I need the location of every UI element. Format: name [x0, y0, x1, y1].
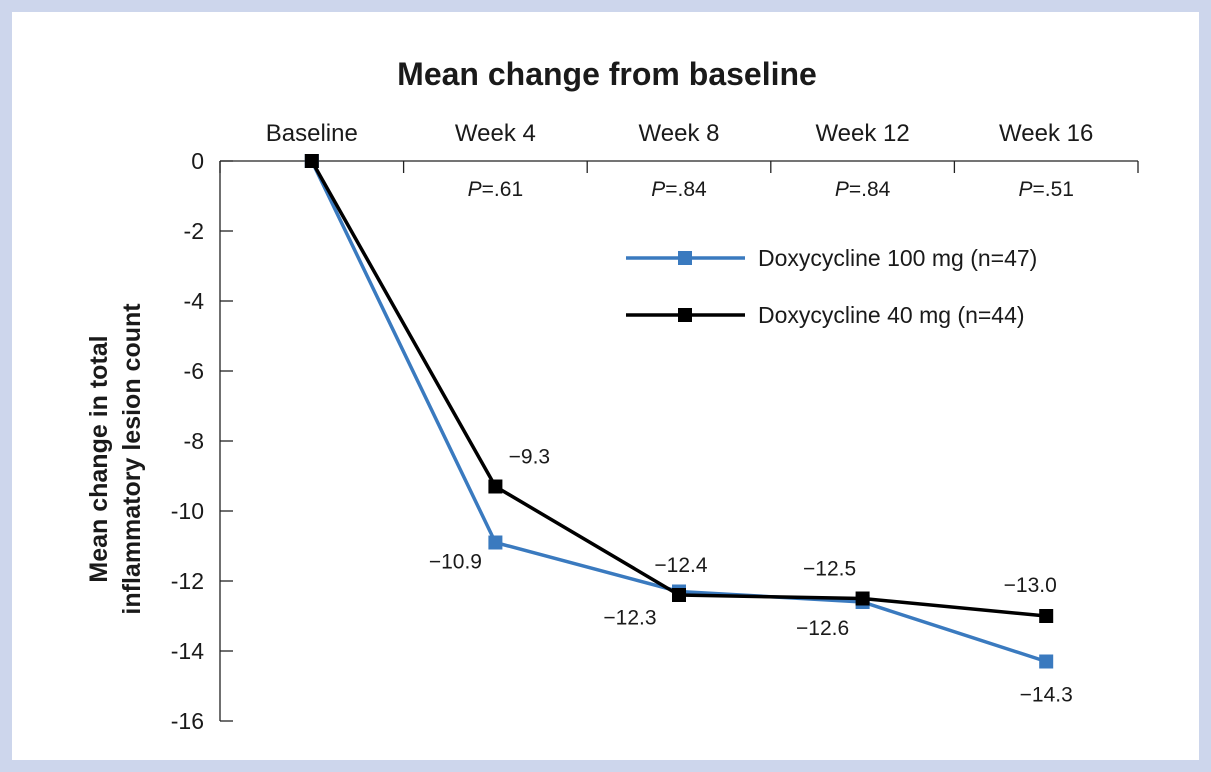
p-value-label: P=.84 — [835, 178, 891, 201]
series-lines — [304, 154, 1054, 669]
p-value-symbol: P — [1018, 178, 1032, 201]
data-point-marker — [855, 591, 870, 606]
data-label: −12.5 — [803, 558, 856, 581]
p-value-labels: P=.61 P=.84 P=.84 P=.51 — [468, 178, 1074, 201]
p-value-number: =.51 — [1032, 178, 1073, 201]
y-tick-label: -8 — [184, 428, 204, 454]
data-label: −14.3 — [1020, 684, 1073, 707]
p-value-label: P=.84 — [651, 178, 707, 201]
legend-marker — [678, 308, 692, 322]
line-chart: Mean change from baseline Mean change in… — [85, 56, 1139, 734]
data-label: −12.4 — [654, 554, 707, 577]
chart-title: Mean change from baseline — [397, 56, 817, 92]
data-label: −10.9 — [429, 551, 482, 574]
legend: Doxycycline 100 mg (n=47) Doxycycline 40 … — [626, 245, 1037, 328]
legend-marker — [678, 251, 692, 265]
p-value-symbol: P — [468, 178, 482, 201]
x-category-label: Week 16 — [999, 120, 1093, 147]
y-tick-label: -16 — [171, 708, 204, 734]
x-category-label: Baseline — [266, 120, 358, 147]
data-point-marker — [488, 479, 503, 494]
p-value-label: P=.51 — [1018, 178, 1073, 201]
legend-label: Doxycycline 40 mg (n=44) — [758, 302, 1025, 328]
p-value-symbol: P — [835, 178, 849, 201]
legend-label: Doxycycline 100 mg (n=47) — [758, 245, 1037, 271]
data-label: −9.3 — [509, 446, 550, 469]
y-tick-label: -12 — [171, 568, 204, 594]
data-point-marker — [1039, 654, 1054, 669]
y-tick-label: 0 — [191, 148, 204, 174]
y-tick-label: -6 — [184, 358, 204, 384]
p-value-number: =.84 — [849, 178, 891, 201]
axes: 0 -2 -4 -6 -8 -10 -12 -14 -16 — [171, 148, 1139, 734]
data-point-marker — [488, 535, 503, 550]
data-point-marker — [672, 588, 686, 602]
y-tick-label: -14 — [171, 638, 204, 664]
y-tick-label: -10 — [171, 498, 204, 524]
y-tick-label: -2 — [184, 218, 204, 244]
p-value-label: P=.61 — [468, 178, 523, 201]
x-category-label: Week 12 — [815, 120, 909, 147]
p-value-number: =.61 — [482, 178, 523, 201]
y-axis-label-line-1: Mean change in total — [85, 335, 113, 582]
x-category-labels: Baseline Week 4 Week 8 Week 12 Week 16 — [266, 120, 1094, 147]
data-label: −12.3 — [603, 607, 656, 630]
p-value-number: =.84 — [665, 178, 707, 201]
data-label: −12.6 — [796, 617, 849, 640]
y-axis-label-line-2: inflammatory lesion count — [118, 303, 146, 615]
data-point-marker — [1039, 609, 1054, 623]
p-value-symbol: P — [651, 178, 665, 201]
data-point-marker — [304, 154, 319, 168]
data-labels: −10.9 −12.3 −12.6 −14.3 −9.3 −12.4 −12.5 −13.0 — [429, 446, 1073, 707]
x-category-label: Week 8 — [639, 120, 720, 147]
chart-panel: Mean change from baseline Mean change in… — [12, 12, 1199, 760]
data-label: −13.0 — [1004, 574, 1057, 597]
y-tick-label: -4 — [184, 288, 205, 314]
y-axis-label: Mean change in total inflammatory lesion… — [85, 303, 146, 615]
x-category-label: Week 4 — [455, 120, 536, 147]
